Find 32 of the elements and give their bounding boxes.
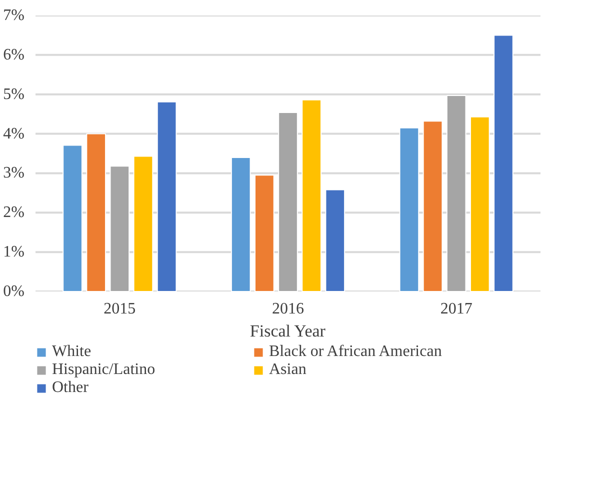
legend-label: Other — [52, 379, 90, 397]
y-tick-label: 5% — [3, 86, 24, 103]
y-tick-label: 7% — [3, 7, 24, 24]
bar — [254, 174, 274, 292]
bar — [446, 95, 466, 292]
x-tick-label: 2017 — [440, 300, 472, 318]
y-tick-label: 6% — [3, 46, 24, 64]
bar — [110, 166, 130, 292]
bar — [156, 101, 177, 292]
x-tick-label: 2015 — [104, 300, 136, 318]
bar — [325, 189, 346, 292]
bar — [470, 116, 490, 292]
bar — [230, 156, 251, 292]
bar — [302, 99, 322, 292]
y-tick-label: 4% — [3, 125, 24, 142]
legend-label: White — [52, 343, 92, 361]
x-tick-label: 2016 — [272, 300, 304, 318]
bar — [278, 112, 298, 292]
legend-label: Hispanic/Latino — [52, 361, 156, 379]
y-tick-label: 0% — [3, 283, 24, 300]
legend-label: Asian — [269, 361, 308, 379]
bar — [133, 156, 154, 292]
legend-label: Black or African American — [269, 343, 443, 361]
bar — [399, 127, 420, 292]
y-tick-label: 3% — [3, 164, 24, 182]
bar — [62, 144, 82, 292]
bar — [494, 34, 514, 292]
bar — [422, 120, 443, 292]
x-axis-title: Fiscal Year — [250, 322, 326, 340]
y-tick-label: 2% — [3, 204, 24, 222]
bar — [86, 133, 106, 292]
y-tick-label: 1% — [3, 244, 24, 261]
